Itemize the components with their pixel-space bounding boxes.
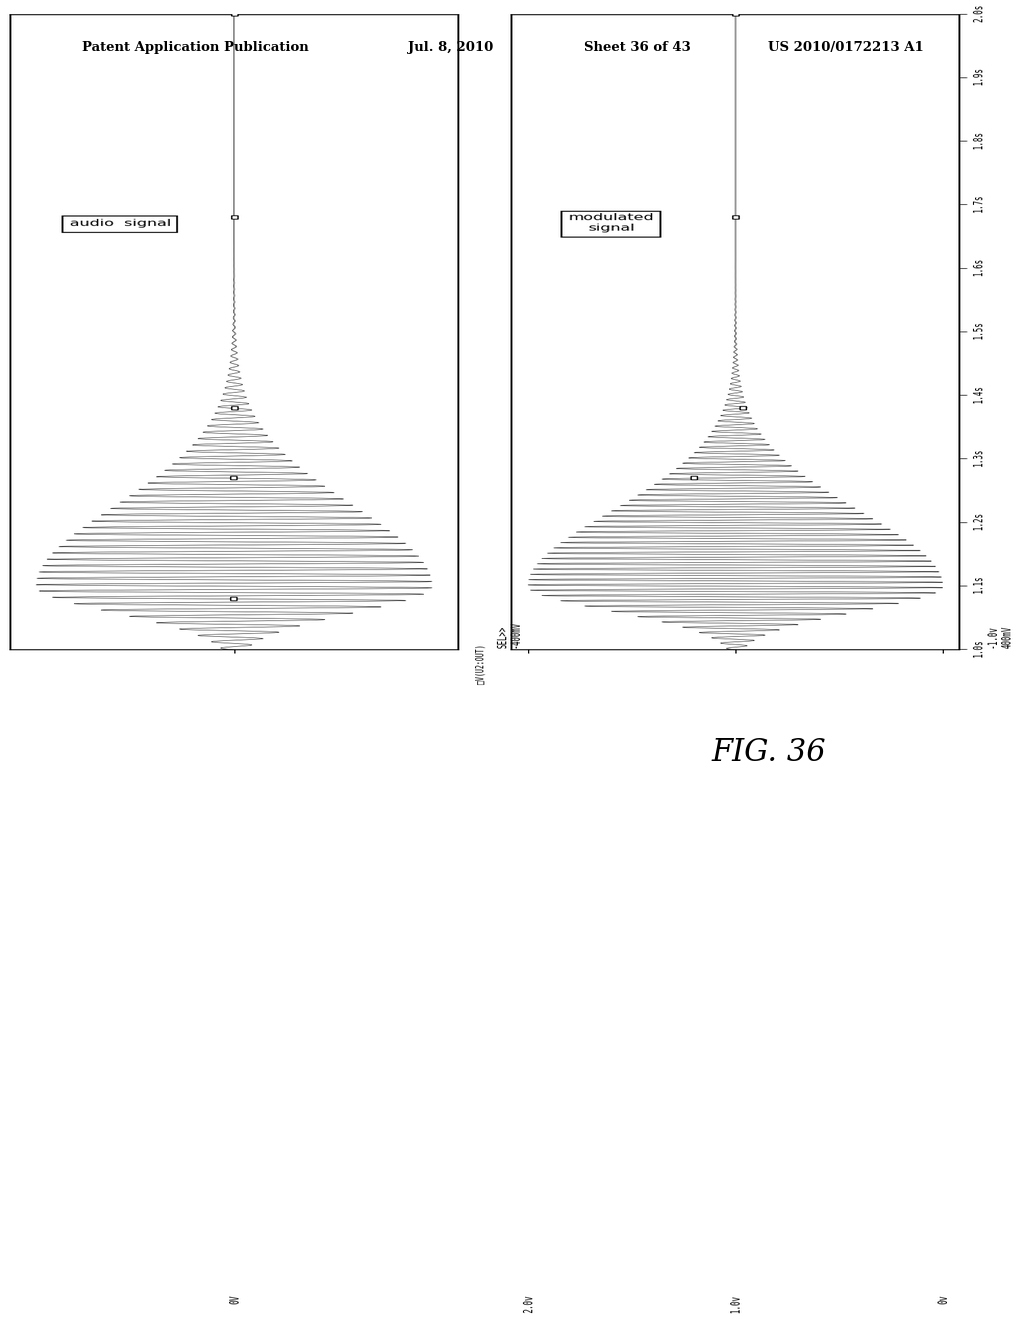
Text: US 2010/0172213 A1: US 2010/0172213 A1 [768,41,924,54]
Text: Sheet 36 of 43: Sheet 36 of 43 [584,41,690,54]
Text: Jul. 8, 2010: Jul. 8, 2010 [408,41,494,54]
Text: FIG. 36: FIG. 36 [712,737,826,768]
Text: Patent Application Publication: Patent Application Publication [82,41,308,54]
